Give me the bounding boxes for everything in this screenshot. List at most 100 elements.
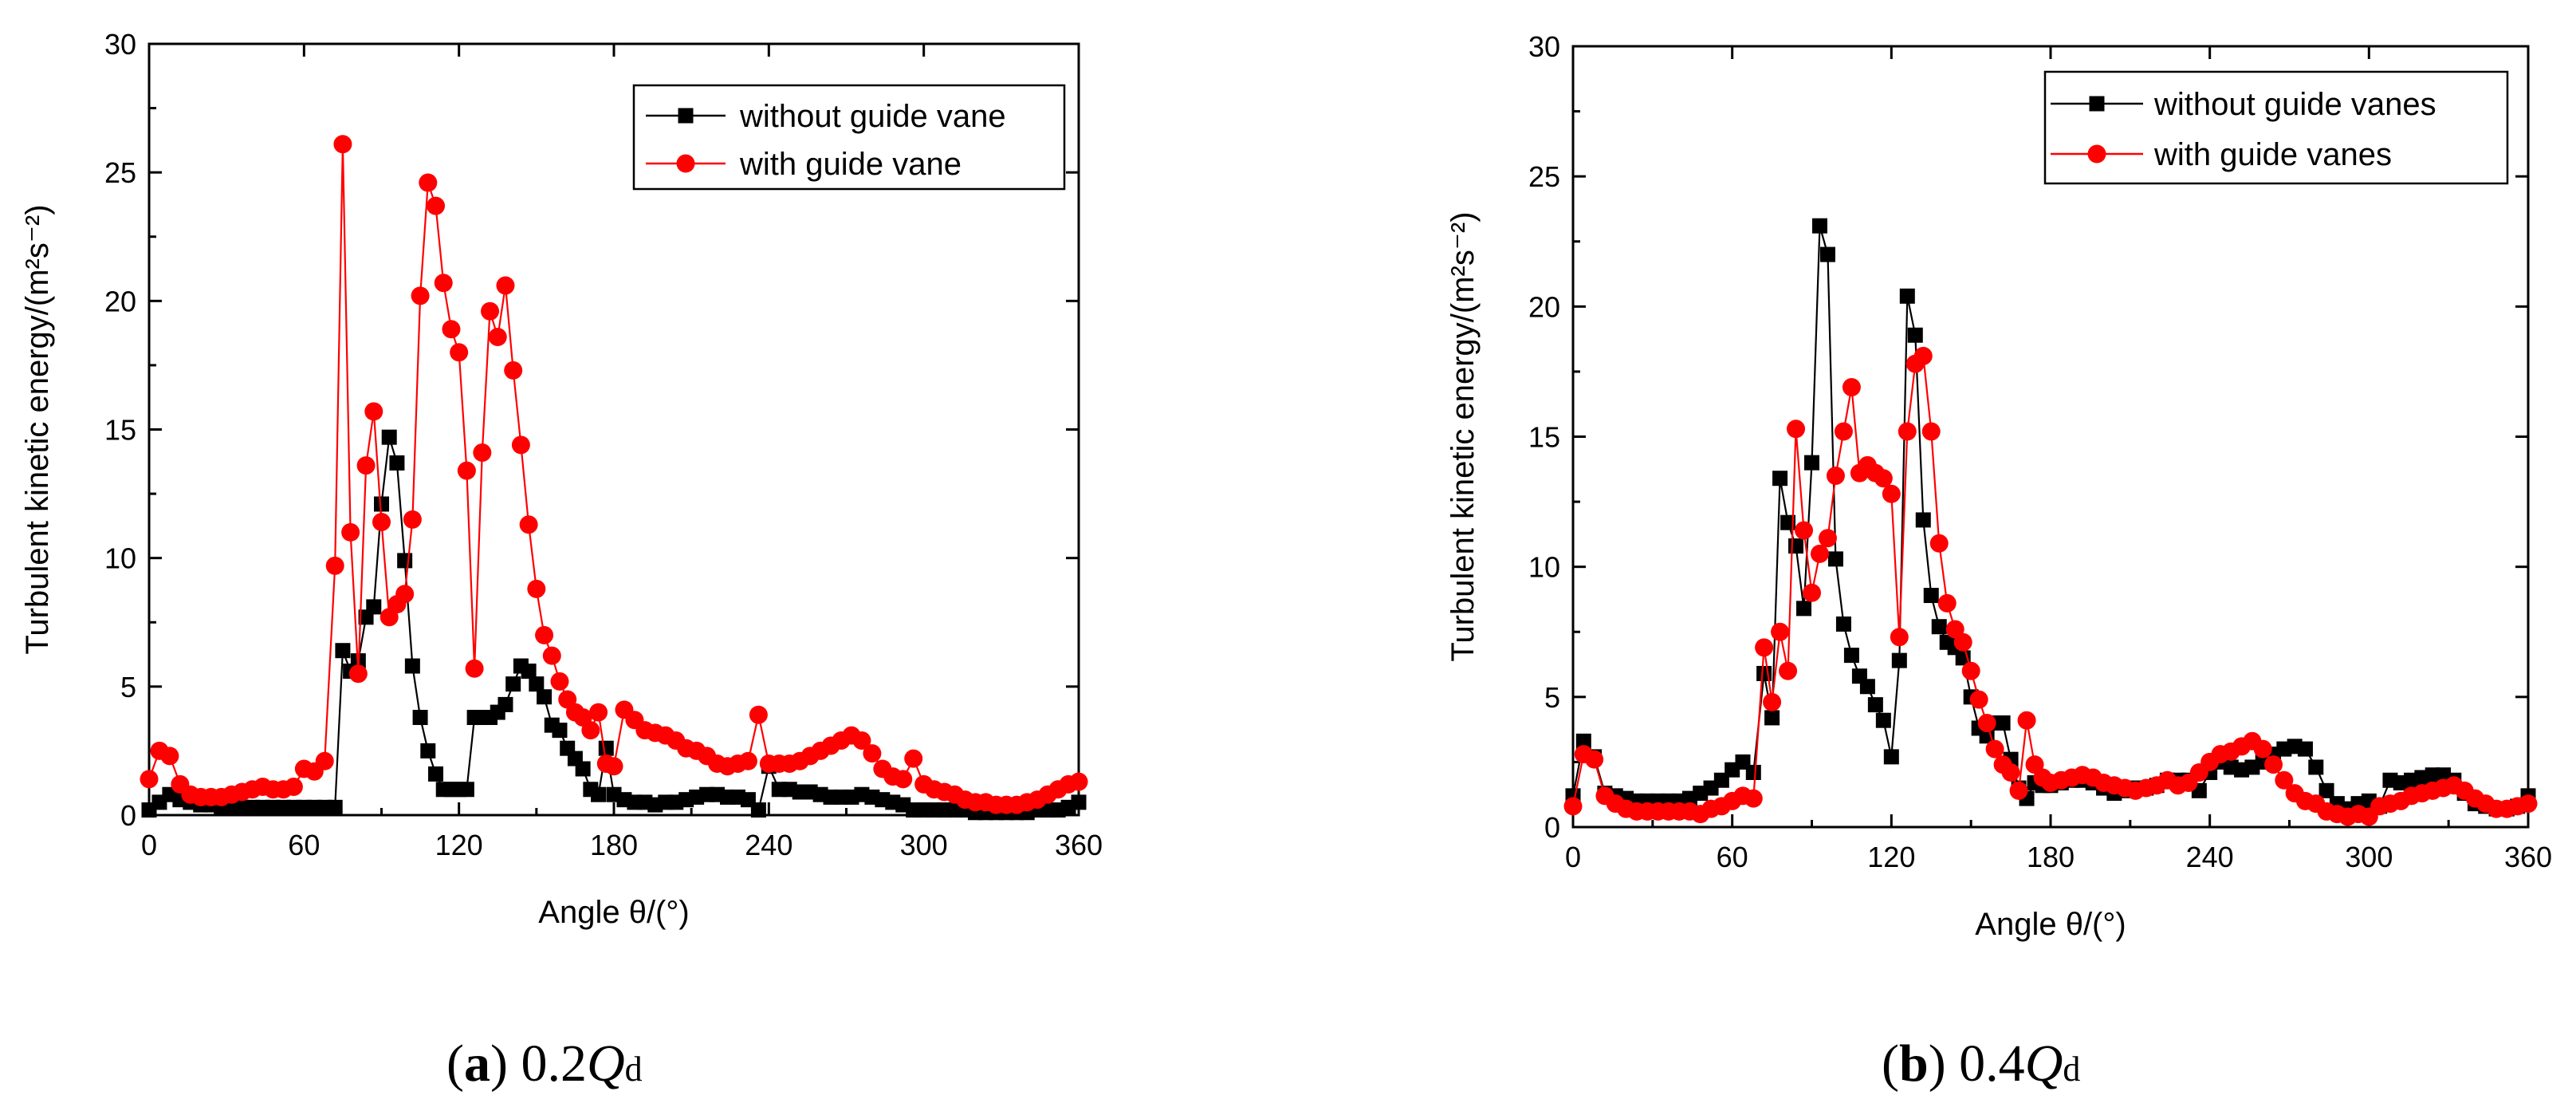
y-tick-label: 5 (1544, 681, 1560, 714)
data-point (1915, 512, 1931, 528)
data-point (1744, 789, 1763, 808)
data-point (481, 301, 500, 321)
series-without-guide-vane (1565, 218, 2536, 817)
data-point (749, 705, 768, 724)
series-line (1571, 225, 2529, 810)
data-point (529, 676, 545, 692)
data-point (1875, 712, 1891, 728)
data-point (863, 744, 882, 763)
data-point (496, 276, 515, 295)
data-point (1907, 327, 1923, 343)
x-tick-label: 0 (1565, 841, 1581, 873)
data-point (511, 435, 530, 455)
data-point (1826, 466, 1845, 485)
data-point (1835, 616, 1851, 632)
data-point (473, 443, 492, 463)
data-point (1819, 246, 1835, 262)
data-point (1843, 648, 1859, 664)
data-point (325, 556, 344, 575)
data-point (397, 553, 413, 569)
data-point (395, 585, 415, 604)
x-axis-label: Angle θ/(°) (538, 895, 689, 930)
data-point (160, 747, 179, 766)
data-point (1763, 692, 1782, 711)
data-point (542, 646, 561, 665)
x-tick-label: 300 (900, 829, 948, 861)
data-point (598, 740, 614, 756)
legend-marker (676, 154, 695, 173)
data-point (465, 659, 484, 678)
x-tick-label: 240 (745, 829, 792, 861)
legend-label: with guide vanes (2153, 137, 2392, 172)
y-tick-label: 10 (1528, 551, 1560, 584)
y-tick-label: 20 (104, 285, 136, 317)
y-tick-label: 25 (1528, 160, 1560, 193)
data-point (450, 343, 469, 362)
data-point (1071, 794, 1087, 810)
legend-label: with guide vane (739, 147, 962, 182)
panel-caption: (a) 0.2Qd (446, 1034, 643, 1093)
data-point (2519, 794, 2538, 814)
data-point (1890, 628, 1909, 647)
y-tick-label: 20 (1528, 290, 1560, 323)
legend-label: without guide vane (739, 99, 1006, 134)
y-tick-label: 0 (120, 799, 136, 832)
y-tick-label: 30 (1528, 30, 1560, 63)
data-point (575, 761, 591, 777)
data-point (2001, 762, 2020, 782)
data-point (1867, 697, 1883, 713)
data-point (335, 643, 351, 659)
data-point (894, 770, 913, 789)
data-point (389, 455, 405, 471)
legend-marker (2087, 144, 2106, 164)
x-tick-label: 180 (2027, 841, 2075, 873)
data-point (738, 751, 757, 770)
data-point (2009, 781, 2028, 800)
legend: without guide vanes with guide vanes (2043, 70, 2509, 185)
data-point (537, 689, 553, 705)
data-point (315, 751, 334, 770)
data-point (1929, 534, 1949, 553)
data-point (372, 513, 391, 532)
series-line (148, 436, 1080, 814)
data-point (904, 749, 923, 768)
data-point (1921, 422, 1941, 441)
y-tick-label: 0 (1544, 811, 1560, 844)
y-tick-label: 5 (120, 671, 136, 703)
x-tick-label: 120 (435, 829, 483, 861)
x-tick-label: 120 (1867, 841, 1915, 873)
data-point (1937, 593, 1957, 613)
data-point (419, 173, 438, 192)
x-tick-label: 360 (2504, 841, 2552, 873)
data-point (2318, 782, 2334, 798)
y-tick-label: 30 (104, 28, 136, 61)
data-point (1771, 622, 1790, 641)
data-point (1563, 797, 1583, 816)
data-point (381, 429, 397, 445)
data-point (333, 135, 352, 154)
data-point (1923, 588, 1939, 604)
data-point (1755, 638, 1774, 657)
data-point (1788, 538, 1804, 554)
data-point (589, 703, 608, 722)
data-point (1811, 218, 1827, 234)
data-point (1803, 583, 1821, 602)
data-point (552, 723, 568, 739)
legend-box (632, 84, 1066, 191)
data-point (1585, 750, 1604, 769)
data-point (1931, 619, 1947, 635)
data-point (1804, 455, 1819, 471)
data-point (2297, 741, 2313, 757)
data-point (356, 456, 376, 475)
series-line (147, 144, 1080, 806)
data-point (1796, 601, 1812, 617)
y-axis-label: Turbulent kinetic energy/(m²s⁻²) (1445, 211, 1481, 661)
data-point (1780, 514, 1796, 530)
data-point (1882, 484, 1901, 503)
data-point (1787, 420, 1806, 439)
data-point (434, 274, 453, 293)
data-point (364, 402, 383, 421)
x-tick-label: 60 (288, 829, 320, 861)
legend: without guide vane with guide vane (632, 84, 1066, 191)
